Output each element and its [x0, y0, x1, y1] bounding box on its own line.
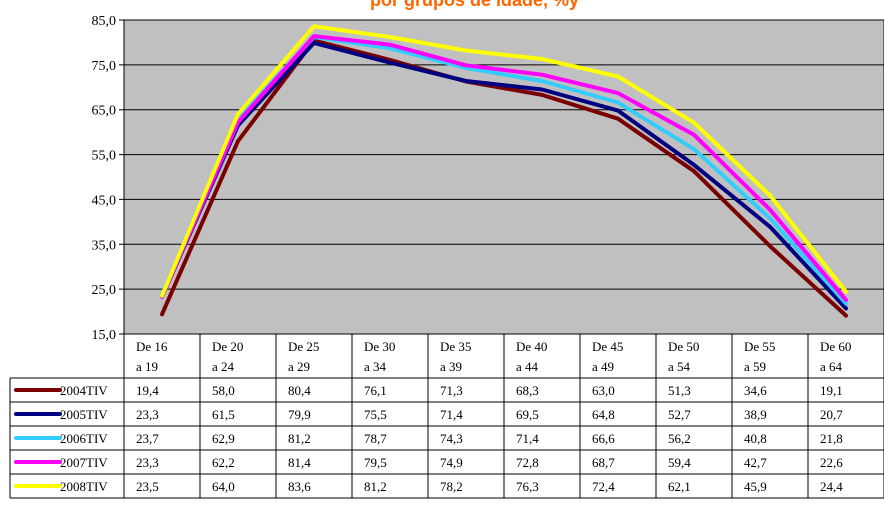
series-line-2005TIV [160, 40, 848, 311]
category-label: a 19 [136, 359, 158, 374]
data-label: 71,3 [440, 383, 463, 398]
data-label: 74,9 [440, 455, 463, 470]
data-label: 68,7 [592, 455, 615, 470]
category-label: a 49 [592, 359, 614, 374]
y-tick-label: 45,0 [92, 193, 117, 208]
y-tick-label: 75,0 [92, 59, 117, 74]
category-label: a 34 [364, 359, 387, 374]
legend-label: 2004TIV [60, 383, 108, 398]
data-label: 83,6 [288, 479, 311, 494]
data-label: 71,4 [440, 407, 463, 422]
plot-background [123, 19, 884, 335]
data-label: 23,3 [136, 407, 159, 422]
data-label: 76,1 [364, 383, 387, 398]
data-label: 64,8 [592, 407, 615, 422]
category-label: a 64 [820, 359, 843, 374]
y-tick-label: 85,0 [92, 14, 117, 29]
data-label: 81,2 [364, 479, 387, 494]
data-label: 19,4 [136, 383, 159, 398]
series-line-2007TIV [160, 34, 848, 302]
data-label: 52,7 [668, 407, 691, 422]
data-label: 38,9 [744, 407, 767, 422]
chart-title: por grupos de idade, %y [370, 0, 579, 10]
data-label: 61,5 [212, 407, 235, 422]
data-label: 74,3 [440, 431, 463, 446]
category-label: De 35 [440, 339, 471, 354]
data-label: 21,8 [820, 431, 843, 446]
data-label: 40,8 [744, 431, 767, 446]
data-label: 75,5 [364, 407, 387, 422]
data-label: 22,6 [820, 455, 843, 470]
data-label: 71,4 [516, 431, 539, 446]
y-tick-label: 25,0 [92, 283, 117, 298]
category-label: De 50 [668, 339, 699, 354]
data-label: 62,9 [212, 431, 235, 446]
category-label: De 40 [516, 339, 547, 354]
data-label: 59,4 [668, 455, 691, 470]
data-label: 81,4 [288, 455, 311, 470]
category-label: De 25 [288, 339, 319, 354]
data-label: 23,7 [136, 431, 159, 446]
category-label: a 29 [288, 359, 310, 374]
data-label: 45,9 [744, 479, 767, 494]
y-tick-label: 15,0 [92, 328, 117, 343]
data-label: 78,2 [440, 479, 463, 494]
data-label: 62,2 [212, 455, 235, 470]
data-label: 23,3 [136, 455, 159, 470]
y-tick-label: 55,0 [92, 149, 117, 164]
category-label: a 59 [744, 359, 766, 374]
data-label: 69,5 [516, 407, 539, 422]
series-line-2004TIV [160, 38, 848, 318]
data-label: 34,6 [744, 383, 767, 398]
data-label: 66,6 [592, 431, 615, 446]
data-label: 76,3 [516, 479, 539, 494]
data-label: 56,2 [668, 431, 691, 446]
data-label: 64,0 [212, 479, 235, 494]
category-label: De 20 [212, 339, 243, 354]
category-label: a 44 [516, 359, 539, 374]
y-tick-label: 35,0 [92, 238, 117, 253]
y-tick-label: 65,0 [92, 104, 117, 119]
data-label: 80,4 [288, 383, 311, 398]
series-lines [160, 24, 848, 318]
category-label: De 16 [136, 339, 168, 354]
legend-label: 2008TIV [60, 479, 108, 494]
data-label: 19,1 [820, 383, 843, 398]
plot-area [123, 19, 884, 335]
data-label: 24,4 [820, 479, 843, 494]
data-label: 78,7 [364, 431, 387, 446]
legend-label: 2005TIV [60, 407, 108, 422]
category-label: De 55 [744, 339, 775, 354]
data-label: 72,4 [592, 479, 615, 494]
data-label: 79,5 [364, 455, 387, 470]
data-label: 23,5 [136, 479, 159, 494]
series-line-2008TIV [160, 24, 848, 298]
data-label: 68,3 [516, 383, 539, 398]
category-label: a 39 [440, 359, 462, 374]
data-label: 20,7 [820, 407, 843, 422]
legend-label: 2007TIV [60, 455, 108, 470]
legend-label: 2006TIV [60, 431, 108, 446]
category-label: a 24 [212, 359, 235, 374]
data-label: 63,0 [592, 383, 615, 398]
category-label: De 45 [592, 339, 623, 354]
data-label: 81,2 [288, 431, 311, 446]
data-label: 51,3 [668, 383, 691, 398]
data-label: 62,1 [668, 479, 691, 494]
data-label: 42,7 [744, 455, 767, 470]
category-label: a 54 [668, 359, 691, 374]
data-label: 58,0 [212, 383, 235, 398]
category-label: De 60 [820, 339, 851, 354]
data-label: 79,9 [288, 407, 311, 422]
data-label: 72,8 [516, 455, 539, 470]
chart-title-layer: por grupos de idade, %y [370, 0, 579, 10]
y-axis-ticks: 15,0 25,0 35,0 45,0 55,0 65,0 75,0 85,0 [92, 14, 117, 343]
data-table: De 16 a 19 De 20 a 24 De 25 a 29 De 30 a 34 De 3… [9, 334, 884, 499]
category-label: De 30 [364, 339, 395, 354]
